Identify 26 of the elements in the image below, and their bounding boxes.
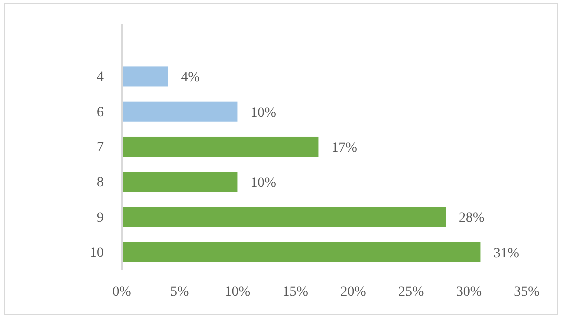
bar xyxy=(122,66,168,87)
x-tick-label: 5% xyxy=(170,284,190,300)
data-label: 4% xyxy=(181,70,200,86)
y-tick-label: 10 xyxy=(90,246,104,261)
data-label: 17% xyxy=(332,140,358,156)
data-label: 28% xyxy=(459,211,485,226)
x-tick-label: 0% xyxy=(112,284,132,300)
y-tick-label: 9 xyxy=(97,210,104,226)
y-tick-label: 4 xyxy=(97,70,104,86)
x-tick-label: 30% xyxy=(456,284,482,300)
bar xyxy=(122,136,319,158)
x-tick-label: 25% xyxy=(398,284,424,300)
x-tick-label: 35% xyxy=(514,284,540,300)
data-label: 10% xyxy=(250,176,277,192)
y-tick-label: 8 xyxy=(97,176,104,191)
y-tick-label: 6 xyxy=(97,105,104,120)
bar xyxy=(122,207,446,228)
bar xyxy=(122,102,238,122)
data-label: 10% xyxy=(250,106,277,121)
y-tick-label: 7 xyxy=(97,140,104,156)
x-tick-label: 15% xyxy=(282,284,309,300)
data-label: 31% xyxy=(494,246,520,262)
bar xyxy=(122,242,481,262)
x-tick-label: 10% xyxy=(224,284,251,300)
bar xyxy=(122,172,238,192)
x-tick-label: 20% xyxy=(340,284,367,300)
